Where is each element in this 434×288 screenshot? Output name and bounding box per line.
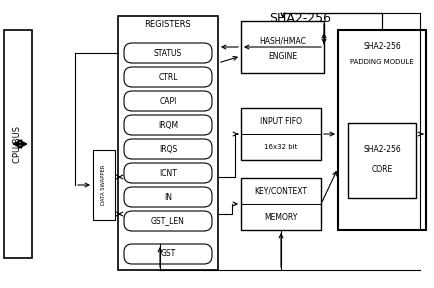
FancyBboxPatch shape — [124, 187, 211, 207]
Text: CAPI: CAPI — [159, 96, 176, 105]
Bar — [40, 5, 429, 283]
Bar — [4, 30, 32, 258]
FancyBboxPatch shape — [124, 139, 211, 159]
Bar — [240, 178, 320, 230]
Text: GST_LEN: GST_LEN — [151, 217, 184, 226]
Text: REGISTERS: REGISTERS — [144, 20, 191, 29]
FancyBboxPatch shape — [124, 67, 211, 87]
Bar — [240, 108, 320, 160]
Text: 16x32 bit: 16x32 bit — [264, 144, 297, 150]
Text: KEY/CONTEXT: KEY/CONTEXT — [254, 187, 307, 196]
Text: IRQS: IRQS — [158, 145, 177, 154]
FancyBboxPatch shape — [124, 163, 211, 183]
Text: STATUS: STATUS — [154, 48, 182, 58]
Text: INPUT FIFO: INPUT FIFO — [260, 117, 301, 126]
Text: PADDING MODULE: PADDING MODULE — [349, 59, 413, 65]
Text: ICNT: ICNT — [159, 168, 177, 177]
Bar — [93, 150, 115, 220]
Text: CORE: CORE — [371, 165, 392, 174]
Text: SHA2-256: SHA2-256 — [362, 145, 400, 154]
FancyBboxPatch shape — [124, 244, 211, 264]
FancyBboxPatch shape — [124, 43, 211, 63]
Text: GST: GST — [160, 249, 175, 259]
Bar — [347, 123, 415, 198]
Bar — [240, 21, 323, 73]
FancyBboxPatch shape — [124, 211, 211, 231]
Text: CPU BUS: CPU BUS — [13, 126, 23, 162]
Text: ENGINE: ENGINE — [267, 52, 296, 61]
Text: IN: IN — [164, 192, 171, 202]
Text: DATA SWAPPER: DATA SWAPPER — [101, 165, 106, 205]
Text: HASH/HMAC: HASH/HMAC — [259, 36, 305, 45]
Text: MEMORY: MEMORY — [264, 213, 297, 221]
Bar — [337, 30, 425, 230]
Text: IRQM: IRQM — [158, 120, 178, 130]
Text: CTRL: CTRL — [158, 73, 178, 82]
FancyBboxPatch shape — [124, 91, 211, 111]
Text: SHA2-256: SHA2-256 — [362, 41, 400, 50]
FancyBboxPatch shape — [124, 115, 211, 135]
Bar — [118, 16, 217, 270]
Text: SHA2-256: SHA2-256 — [268, 12, 330, 25]
